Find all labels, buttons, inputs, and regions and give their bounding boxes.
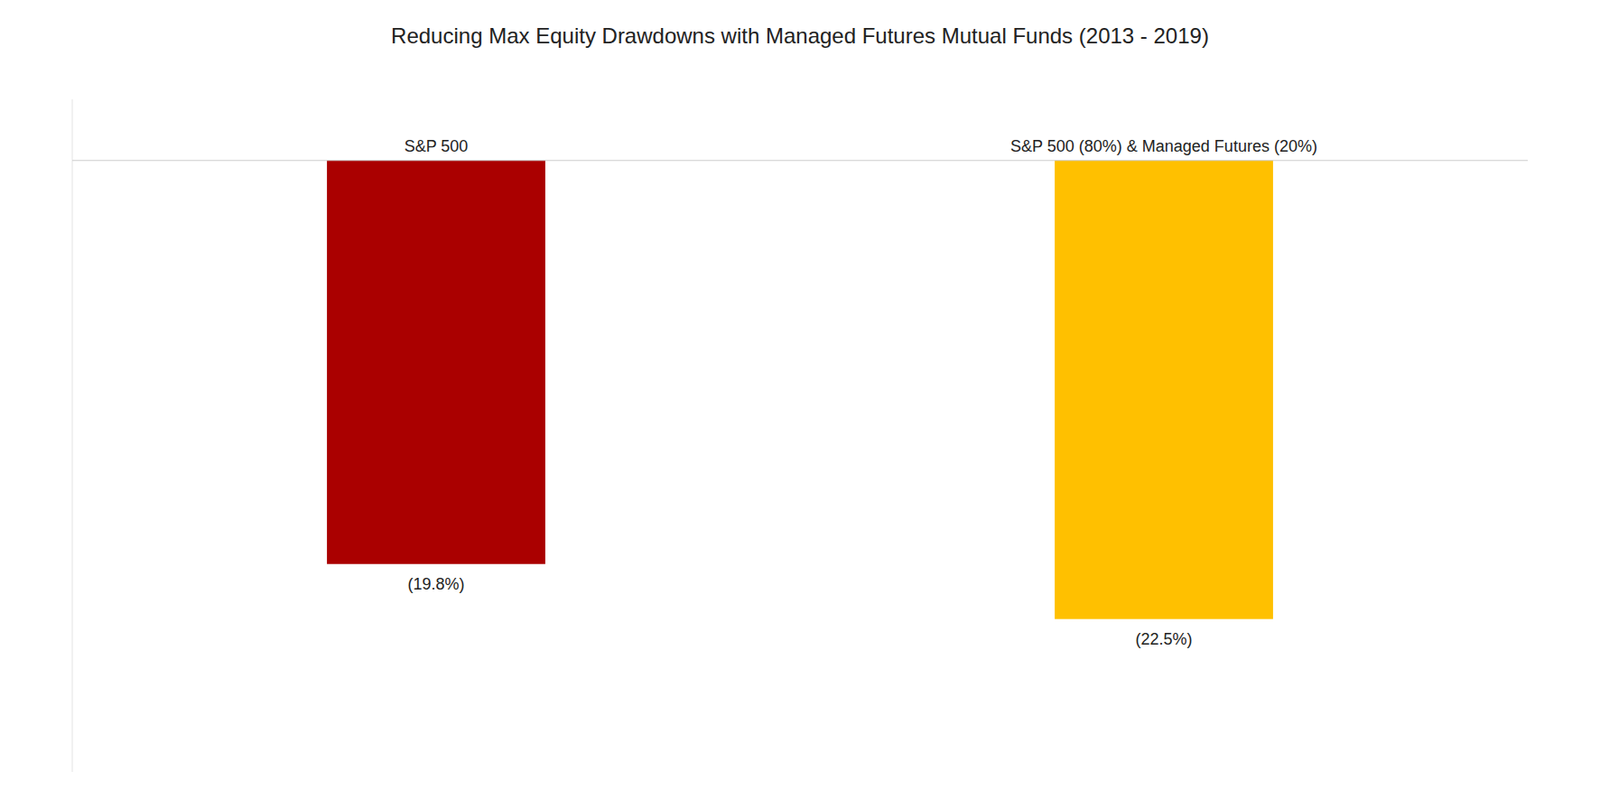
- y-axis-line: [72, 99, 74, 773]
- bar: [1054, 160, 1274, 620]
- baseline: [72, 159, 1528, 161]
- bar: [326, 160, 546, 565]
- data-label: (22.5%): [1134, 630, 1192, 649]
- chart-svg: Reducing Max Equity Drawdowns with Manag…: [0, 0, 1600, 799]
- title: Reducing Max Equity Drawdowns with Manag…: [390, 23, 1210, 48]
- chart-container: Reducing Max Equity Drawdowns with Manag…: [0, 0, 1600, 799]
- category-label: S&P 500: [404, 137, 469, 156]
- category-label: S&P 500 (80%) & Managed Futures (20%): [1010, 137, 1318, 156]
- bars: [326, 160, 1274, 620]
- data-label: (19.8%): [407, 575, 465, 594]
